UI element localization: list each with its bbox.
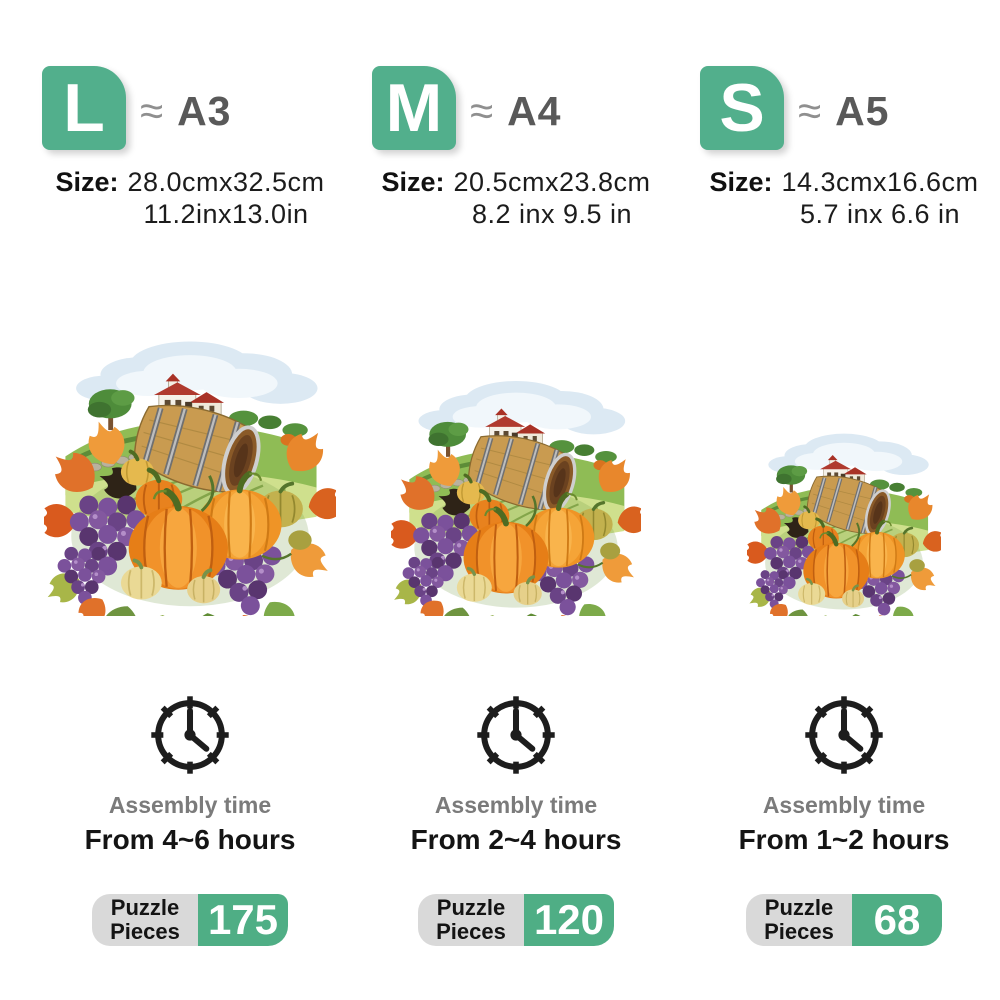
approx-symbol: ≈ (470, 87, 494, 134)
size-in: 5.7 inx 6.6 in (799, 199, 961, 229)
size-letter-badge-m: M (372, 66, 456, 150)
size-letter: S (719, 70, 765, 146)
puzzle-pieces-label: Puzzle Pieces (418, 894, 524, 946)
size-values: 28.0cmx32.5cm 11.2inx13.0in (127, 166, 324, 230)
paper-size-label: A5 (835, 87, 890, 134)
puzzle-pieces-count: 120 (524, 894, 614, 946)
size-option-medium: M ≈ A4 Size: 20.5cmx23.8cm 8.2 inx 9.5 i… (366, 0, 666, 946)
clock-icon (801, 692, 887, 778)
approx-symbol: ≈ (798, 87, 822, 134)
paper-size-label: A4 (507, 87, 562, 134)
assembly-time-range: From 4~6 hours (84, 824, 296, 855)
size-letter-badge-l: L (42, 66, 126, 150)
approx-symbol: ≈ (140, 87, 164, 134)
clock-icon-container (147, 692, 233, 778)
puzzle-pieces-badge: Puzzle Pieces 68 (746, 894, 942, 946)
pieces-word-1: Puzzle (110, 895, 180, 920)
size-spec: Size: 14.3cmx16.6cm 5.7 inx 6.6 in (709, 166, 978, 230)
size-letter: L (63, 70, 105, 146)
autumn-harvest-puzzle-image (44, 324, 336, 616)
clock-icon (473, 692, 559, 778)
size-option-large: L ≈ A3 Size: 28.0cmx32.5cm 11.2inx13.0in… (36, 0, 344, 946)
size-option-small: S ≈ A5 Size: 14.3cmx16.6cm 5.7 inx 6.6 i… (694, 0, 994, 946)
size-spec: Size: 20.5cmx23.8cm 8.2 inx 9.5 in (381, 166, 650, 230)
size-values: 20.5cmx23.8cm 8.2 inx 9.5 in (453, 166, 650, 230)
puzzle-pieces-label: Puzzle Pieces (746, 894, 852, 946)
assembly-time-range: From 1~2 hours (738, 824, 950, 855)
assembly-time-label: Assembly time (108, 792, 272, 818)
puzzle-pieces-badge: Puzzle Pieces 175 (92, 894, 288, 946)
puzzle-pieces-count: 68 (852, 894, 942, 946)
size-letter-badge-s: S (700, 66, 784, 150)
size-header-large: L ≈ A3 (42, 66, 231, 150)
clock-icon-container (801, 692, 887, 778)
pieces-word-1: Puzzle (436, 895, 506, 920)
paper-size-label: A3 (177, 87, 232, 134)
assembly-time-label: Assembly time (434, 792, 598, 818)
autumn-harvest-puzzle-image (391, 366, 641, 616)
assembly-time-range: From 2~4 hours (410, 824, 622, 855)
puzzle-pieces-badge: Puzzle Pieces 120 (418, 894, 614, 946)
size-values: 14.3cmx16.6cm 5.7 inx 6.6 in (781, 166, 978, 230)
puzzle-artwork-container (694, 230, 994, 616)
pieces-word-2: Pieces (764, 919, 834, 944)
size-in: 11.2inx13.0in (143, 199, 309, 229)
puzzle-pieces-count: 175 (198, 894, 288, 946)
pieces-word-2: Pieces (436, 919, 506, 944)
size-label: Size: (709, 167, 773, 197)
size-in: 8.2 inx 9.5 in (471, 199, 633, 229)
assembly-time-label: Assembly time (762, 792, 926, 818)
autumn-harvest-puzzle-image (747, 422, 941, 616)
puzzle-artwork-container (36, 230, 344, 616)
clock-icon-container (473, 692, 559, 778)
size-letter: M (385, 70, 443, 146)
puzzle-artwork-container (366, 230, 666, 616)
size-cm: 28.0cmx32.5cm (127, 167, 325, 197)
size-header-small: S ≈ A5 (700, 66, 889, 150)
size-label: Size: (381, 167, 445, 197)
clock-icon (147, 692, 233, 778)
size-label: Size: (55, 167, 119, 197)
size-cm: 14.3cmx16.6cm (781, 167, 979, 197)
size-cm: 20.5cmx23.8cm (453, 167, 651, 197)
size-spec: Size: 28.0cmx32.5cm 11.2inx13.0in (55, 166, 324, 230)
pieces-word-2: Pieces (110, 919, 180, 944)
size-header-medium: M ≈ A4 (372, 66, 561, 150)
puzzle-pieces-label: Puzzle Pieces (92, 894, 198, 946)
pieces-word-1: Puzzle (764, 895, 834, 920)
